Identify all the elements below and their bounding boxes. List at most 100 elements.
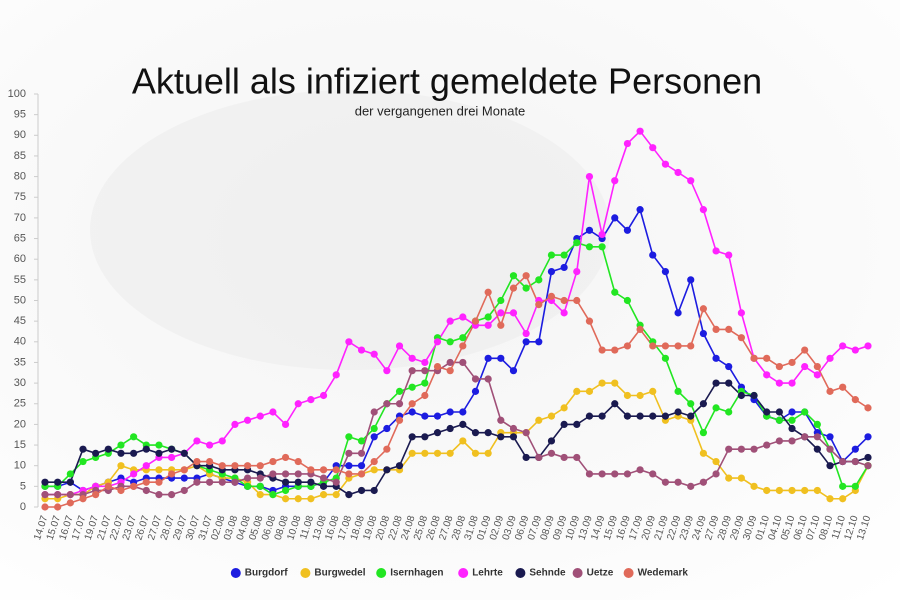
data-point bbox=[408, 400, 416, 408]
data-point bbox=[788, 416, 796, 424]
legend-swatch bbox=[515, 568, 526, 578]
data-point bbox=[763, 408, 771, 416]
data-point bbox=[395, 387, 404, 395]
data-point bbox=[801, 362, 809, 371]
data-point bbox=[180, 474, 188, 482]
data-point bbox=[737, 334, 745, 342]
data-point bbox=[839, 495, 847, 503]
data-point bbox=[180, 449, 188, 457]
data-point bbox=[585, 173, 594, 181]
data-point bbox=[687, 177, 695, 185]
data-point bbox=[294, 457, 302, 466]
data-point bbox=[826, 445, 834, 453]
data-point bbox=[737, 309, 745, 317]
data-point bbox=[41, 491, 49, 499]
data-point bbox=[142, 478, 150, 486]
data-point bbox=[421, 367, 429, 375]
data-point bbox=[433, 362, 442, 371]
data-point bbox=[737, 445, 745, 453]
data-point bbox=[345, 470, 353, 478]
data-point bbox=[839, 482, 847, 490]
data-point bbox=[826, 354, 834, 362]
data-point bbox=[357, 449, 366, 457]
data-point bbox=[839, 457, 847, 466]
data-point bbox=[560, 296, 568, 305]
data-point bbox=[484, 429, 492, 437]
data-point bbox=[522, 453, 530, 462]
data-point bbox=[661, 267, 670, 276]
data-point bbox=[547, 437, 556, 445]
data-point bbox=[801, 346, 809, 354]
data-point bbox=[699, 429, 708, 437]
data-point bbox=[155, 478, 163, 486]
data-point bbox=[712, 247, 720, 255]
data-point bbox=[484, 449, 492, 457]
data-point bbox=[459, 342, 467, 350]
data-point bbox=[79, 495, 87, 503]
data-point bbox=[408, 408, 416, 416]
data-point bbox=[636, 325, 644, 334]
data-point bbox=[535, 276, 543, 284]
data-point bbox=[231, 462, 239, 470]
y-tick-label: 50 bbox=[14, 294, 26, 306]
data-point bbox=[649, 251, 657, 259]
y-tick-label: 75 bbox=[14, 191, 26, 203]
data-point bbox=[674, 342, 682, 350]
data-point bbox=[484, 375, 492, 383]
data-point bbox=[497, 296, 505, 305]
data-point bbox=[535, 301, 543, 309]
y-tick-label: 30 bbox=[14, 377, 26, 389]
data-point bbox=[408, 383, 416, 391]
data-point bbox=[636, 466, 644, 474]
data-point bbox=[598, 243, 606, 251]
legend-label: Wedemark bbox=[638, 568, 689, 579]
data-point bbox=[763, 486, 771, 495]
data-point bbox=[560, 309, 568, 317]
data-point bbox=[611, 400, 619, 408]
y-tick-label: 65 bbox=[14, 232, 26, 244]
data-point bbox=[142, 486, 150, 495]
data-point bbox=[395, 416, 404, 424]
data-point bbox=[699, 400, 708, 408]
data-point bbox=[281, 420, 290, 428]
data-point bbox=[269, 491, 277, 499]
data-point bbox=[547, 292, 556, 300]
data-point bbox=[446, 338, 454, 346]
data-point bbox=[775, 416, 783, 424]
data-point bbox=[699, 305, 708, 313]
data-point bbox=[92, 491, 100, 499]
data-point bbox=[332, 466, 340, 474]
data-point bbox=[459, 334, 467, 342]
data-point bbox=[281, 486, 290, 495]
data-point bbox=[66, 491, 74, 499]
chart-subtitle: der vergangenen drei Monate bbox=[355, 103, 526, 118]
data-point bbox=[497, 354, 505, 362]
data-point bbox=[168, 445, 176, 453]
data-point bbox=[851, 396, 859, 404]
data-point bbox=[674, 387, 682, 395]
data-point bbox=[826, 387, 834, 395]
data-point bbox=[155, 491, 163, 499]
data-point bbox=[509, 367, 518, 375]
data-point bbox=[851, 346, 859, 354]
data-point bbox=[813, 433, 821, 441]
data-point bbox=[813, 371, 821, 379]
data-point bbox=[522, 272, 530, 280]
data-point bbox=[383, 445, 391, 453]
data-point bbox=[649, 387, 657, 395]
data-point bbox=[155, 441, 163, 449]
data-point bbox=[66, 499, 74, 507]
data-point bbox=[649, 342, 657, 350]
y-tick-label: 85 bbox=[14, 150, 26, 162]
data-point bbox=[54, 491, 62, 499]
data-point bbox=[180, 486, 188, 495]
data-point bbox=[573, 420, 581, 428]
data-point bbox=[484, 288, 492, 296]
data-point bbox=[725, 474, 733, 482]
data-point bbox=[649, 144, 657, 152]
data-point bbox=[383, 400, 391, 408]
y-tick-label: 35 bbox=[14, 356, 26, 368]
data-point bbox=[471, 317, 480, 325]
data-point bbox=[763, 441, 771, 449]
data-point bbox=[104, 445, 112, 453]
